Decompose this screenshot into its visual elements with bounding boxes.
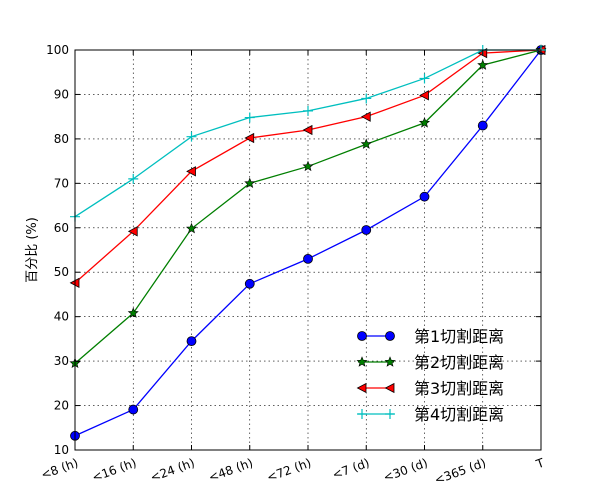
x-tick-label: <24 (h) (148, 456, 196, 485)
x-tick-label: <72 (h) (265, 456, 313, 485)
y-tick-label: 20 (54, 399, 69, 413)
series-layer (69, 44, 547, 441)
legend-item-3: 第3切割距离 (356, 379, 504, 398)
series-3-point (244, 132, 255, 144)
series-4-point (244, 112, 255, 123)
y-tick-label: 90 (54, 87, 69, 101)
y-tick-label: 60 (54, 221, 69, 235)
series-3-point (127, 226, 138, 237)
series-1-point (477, 120, 488, 131)
axis-labels: 百分比 (%) (25, 217, 40, 283)
x-tick-label: <8 (h) (39, 456, 80, 482)
x-tick-label: <30 (d) (381, 456, 429, 485)
legend-marker (356, 382, 367, 394)
series-3-point (302, 124, 313, 136)
series-1-point (186, 336, 197, 347)
series-2-point (418, 117, 431, 128)
series-3-point (360, 111, 371, 122)
series-1-point (361, 225, 372, 235)
x-tick-label: <16 (h) (90, 456, 138, 485)
series-3-point (419, 90, 429, 101)
y-tick-label: 40 (54, 310, 69, 324)
y-tick-label: 30 (54, 354, 69, 368)
legend-label: 第3切割距离 (414, 379, 504, 398)
series-2-point (185, 222, 198, 234)
series-1-point (303, 253, 313, 264)
legend-marker (357, 331, 367, 341)
series-1-point (244, 278, 255, 289)
y-tick-label: 70 (54, 176, 69, 190)
x-tick-label: <365 (d) (432, 456, 487, 488)
legend-label: 第1切割距离 (414, 327, 504, 346)
series-2-point (360, 138, 372, 149)
legend-marker (384, 356, 396, 367)
y-tick-label: 10 (54, 443, 69, 457)
legend-item-1: 第1切割距离 (357, 327, 504, 346)
series-4-point (303, 105, 313, 116)
x-tick-label: <7 (d) (330, 456, 371, 482)
y-tick-label: 80 (54, 132, 69, 146)
series-2-point (477, 59, 489, 70)
legend-marker (356, 356, 368, 367)
series-1-point (128, 404, 139, 415)
legend-marker (385, 409, 395, 419)
legend-label: 第4切割距离 (414, 405, 504, 424)
x-tick-label: <48 (h) (207, 456, 255, 485)
legend-label: 第2切割距离 (414, 353, 504, 372)
series-4-point (128, 173, 139, 184)
series-2-point (127, 307, 139, 318)
series-4-point (361, 93, 372, 104)
legend-marker (357, 409, 367, 419)
legend-marker (384, 382, 395, 394)
series-1-point (419, 191, 430, 202)
series-2-point (302, 160, 314, 172)
y-tick-label: 100 (46, 43, 69, 57)
series-4-point (419, 73, 430, 84)
y-axis-label: 百分比 (%) (25, 217, 40, 283)
series-4-point (186, 131, 197, 142)
x-tick-label: T (533, 455, 546, 471)
legend-item-2: 第2切割距离 (356, 353, 504, 372)
legend-item-4: 第4切割距离 (357, 405, 504, 424)
legend-marker (385, 331, 395, 341)
y-tick-label: 50 (54, 265, 69, 279)
series-2-point (244, 177, 256, 189)
series-3-point (186, 166, 196, 177)
